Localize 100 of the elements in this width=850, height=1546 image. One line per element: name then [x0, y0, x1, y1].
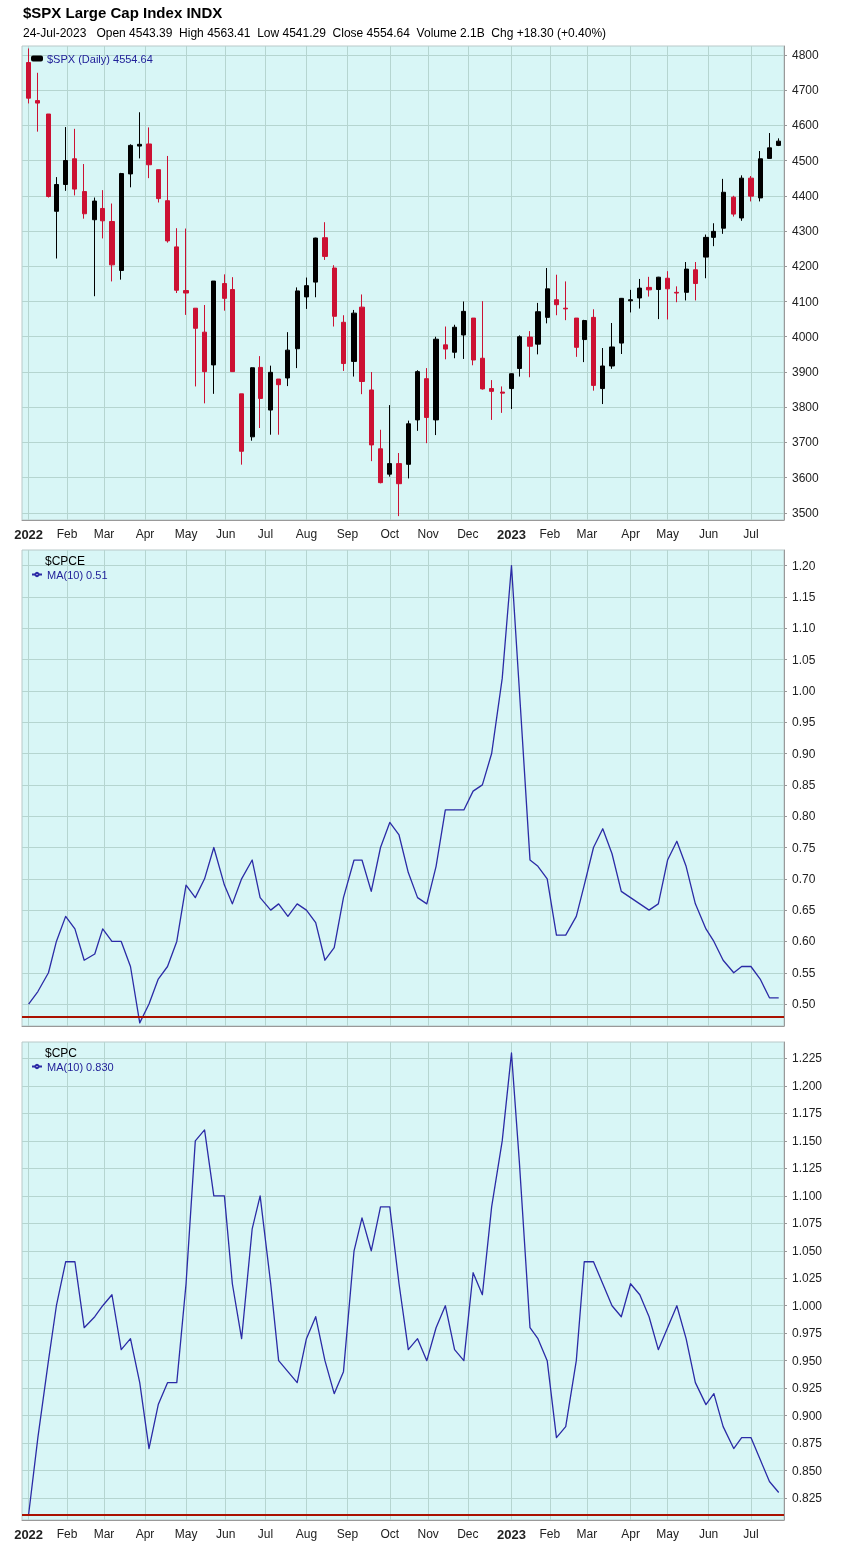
candlestick	[693, 261, 698, 301]
candlestick	[137, 111, 142, 159]
candlestick	[748, 175, 754, 202]
candlestick	[369, 371, 374, 462]
candlestick	[174, 227, 179, 294]
y-tick-label: 3500	[792, 505, 820, 520]
candlestick	[563, 280, 568, 321]
candlestick	[471, 317, 476, 366]
x-tick-label: Mar	[576, 527, 598, 541]
y-tick-label: 0.875	[792, 1436, 823, 1451]
x-tick-label: Feb	[56, 527, 78, 541]
x-tick-label: Aug	[295, 1527, 318, 1541]
x-tick-label: 2022	[14, 1527, 44, 1542]
chart-subtitle: 24-Jul-2023 Open 4543.39 High 4563.41 Low 4541.29 Close 4554.64 Volume 2.1B Chg +18.30 (+0.40%)	[23, 26, 607, 40]
chart-title: $SPX Large Cap Index INDX	[23, 4, 223, 21]
candlestick	[582, 319, 587, 363]
candlestick	[341, 314, 346, 372]
candlestick	[183, 228, 189, 316]
y-tick-label: 4100	[792, 294, 820, 309]
y-tick-label: 1.15	[792, 589, 816, 604]
x-tick-label: Jun	[216, 527, 236, 541]
x-tick-label: 2023	[497, 1527, 526, 1542]
candlestick	[109, 203, 115, 282]
y-tick-label: 3700	[792, 435, 820, 450]
candlestick	[767, 132, 772, 159]
candlestick	[387, 404, 392, 478]
chart-title: $CPC	[45, 1046, 78, 1060]
x-tick-label: Nov	[417, 1527, 439, 1541]
x-tick-label: Nov	[417, 527, 439, 541]
candlestick	[703, 234, 709, 279]
y-tick-label: 4600	[792, 118, 820, 133]
y-tick-label: 0.75	[792, 840, 816, 855]
candlestick	[609, 322, 615, 370]
x-tick-label: Sep	[336, 527, 359, 541]
candlestick	[202, 304, 207, 404]
x-tick-label: Jun	[698, 1527, 719, 1541]
y-tick-label: 1.000	[792, 1298, 823, 1313]
y-tick-label: 0.90	[792, 746, 816, 761]
x-tick-label: Jun	[698, 527, 719, 541]
candlestick	[351, 309, 357, 378]
x-tick-label: Jul	[257, 527, 274, 541]
x-tick-label: Jul	[743, 1527, 759, 1541]
candlestick	[527, 330, 533, 378]
y-tick-label: 1.050	[792, 1243, 823, 1258]
candlestick	[82, 163, 87, 220]
x-tick-label: Apr	[135, 1527, 155, 1541]
y-tick-label: 1.05	[792, 652, 816, 667]
candlestick	[258, 355, 263, 429]
y-tick-label: 4400	[792, 188, 820, 203]
x-tick-label: Mar	[93, 1527, 115, 1541]
y-tick-label: 1.20	[792, 558, 816, 573]
legend-label: $SPX (Daily) 4554.64	[47, 52, 153, 65]
candlestick	[359, 293, 365, 395]
candlestick	[222, 273, 227, 312]
candlestick	[637, 278, 642, 310]
x-tick-label: Apr	[135, 527, 155, 541]
candlestick	[509, 372, 514, 410]
x-tick-label: Feb	[539, 1527, 561, 1541]
x-tick-label: Oct	[380, 527, 400, 541]
candlestick	[674, 285, 679, 303]
y-tick-label: 1.175	[792, 1106, 823, 1121]
y-tick-label: 3900	[792, 364, 820, 379]
candlestick	[452, 324, 457, 359]
candlestick	[119, 172, 124, 281]
candlestick	[165, 155, 170, 244]
y-tick-label: 0.85	[792, 777, 816, 792]
y-tick-label: 4000	[792, 329, 820, 344]
candlestick	[128, 143, 133, 188]
candlestick	[100, 189, 105, 239]
x-tick-label: Dec	[457, 527, 479, 541]
x-tick-label: 2023	[497, 527, 526, 542]
candlestick	[276, 378, 281, 436]
y-tick-label: 4500	[792, 153, 820, 168]
candlestick	[646, 276, 652, 298]
y-tick-label: 1.225	[792, 1051, 823, 1066]
y-tick-label: 0.60	[792, 934, 816, 949]
x-tick-label: Mar	[576, 1527, 598, 1541]
legend-label: MA(10) 0.830	[47, 1060, 114, 1073]
y-tick-label: 1.125	[792, 1161, 823, 1176]
candlestick	[211, 280, 216, 395]
candlestick	[332, 264, 337, 328]
candlestick	[54, 176, 59, 260]
candlestick	[656, 276, 661, 320]
y-tick-label: 3800	[792, 400, 820, 415]
x-tick-label: Apr	[621, 527, 640, 541]
candlestick	[230, 276, 235, 373]
y-tick-label: 0.70	[792, 871, 816, 886]
candlestick	[776, 137, 781, 147]
candlestick	[268, 365, 273, 436]
candlestick	[378, 429, 383, 484]
candlestick	[406, 420, 411, 479]
y-tick-label: 0.825	[792, 1491, 823, 1506]
candlestick	[500, 385, 505, 414]
y-tick-label: 1.025	[792, 1271, 823, 1286]
candlestick	[322, 221, 328, 261]
x-tick-label: Apr	[621, 1527, 640, 1541]
candlestick	[711, 222, 716, 247]
candlestick	[591, 308, 596, 392]
candlestick	[665, 270, 670, 320]
x-tick-label: Dec	[457, 1527, 479, 1541]
